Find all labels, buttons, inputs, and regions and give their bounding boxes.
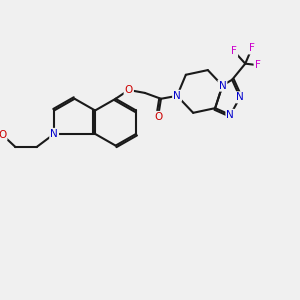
Text: N: N (236, 92, 244, 102)
Text: N: N (219, 81, 226, 91)
Text: F: F (255, 60, 260, 70)
Text: F: F (231, 46, 237, 56)
Text: N: N (50, 129, 58, 139)
Text: O: O (124, 85, 133, 95)
Text: N: N (173, 91, 181, 101)
Text: O: O (154, 112, 162, 122)
Text: O: O (0, 130, 7, 140)
Text: F: F (249, 44, 255, 53)
Text: N: N (226, 110, 234, 120)
